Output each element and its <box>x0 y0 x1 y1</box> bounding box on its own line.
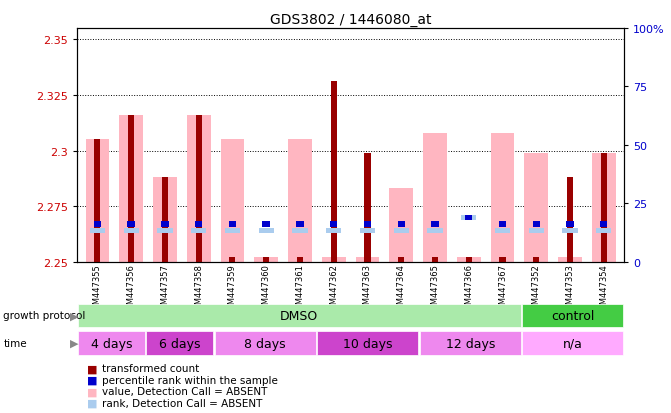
Bar <box>461 215 476 221</box>
Bar <box>330 222 338 227</box>
Text: n/a: n/a <box>563 337 582 350</box>
Bar <box>90 228 105 234</box>
Text: transformed count: transformed count <box>102 363 199 373</box>
Text: 12 days: 12 days <box>446 337 495 350</box>
Bar <box>457 258 480 262</box>
Bar <box>195 222 203 227</box>
Text: ■: ■ <box>87 375 98 385</box>
Bar <box>533 258 539 262</box>
Bar <box>94 222 101 227</box>
Bar <box>567 178 573 262</box>
Bar <box>229 222 236 227</box>
Bar <box>297 258 303 262</box>
Bar <box>317 332 418 355</box>
Bar <box>592 153 615 262</box>
Text: control: control <box>551 309 595 322</box>
Text: time: time <box>3 338 27 348</box>
Bar <box>427 228 443 234</box>
Bar <box>119 116 143 262</box>
Bar <box>331 82 337 262</box>
Bar <box>153 178 176 262</box>
Title: GDS3802 / 1446080_at: GDS3802 / 1446080_at <box>270 12 431 26</box>
Bar <box>288 140 312 262</box>
Bar <box>187 116 211 262</box>
Bar <box>600 222 607 227</box>
Bar <box>533 222 540 227</box>
Bar <box>499 222 506 227</box>
Bar <box>157 228 172 234</box>
Bar <box>196 116 202 262</box>
Bar <box>78 304 521 327</box>
Text: ▶: ▶ <box>70 311 79 320</box>
Bar <box>322 258 346 262</box>
Text: 4 days: 4 days <box>91 337 132 350</box>
Bar <box>397 222 405 227</box>
Bar <box>326 228 342 234</box>
Bar <box>221 140 244 262</box>
Bar <box>360 228 375 234</box>
Bar <box>162 178 168 262</box>
Text: ■: ■ <box>87 387 98 396</box>
Bar <box>123 228 139 234</box>
Bar <box>558 258 582 262</box>
Bar <box>491 133 514 262</box>
Bar <box>161 222 168 227</box>
Bar <box>394 228 409 234</box>
Bar <box>522 332 623 355</box>
Bar <box>364 222 371 227</box>
Bar <box>398 258 404 262</box>
Bar <box>258 228 274 234</box>
Text: growth protocol: growth protocol <box>3 311 86 320</box>
Bar <box>191 228 206 234</box>
Bar <box>522 304 623 327</box>
Bar <box>225 228 240 234</box>
Bar <box>128 116 134 262</box>
Text: 6 days: 6 days <box>159 337 201 350</box>
Bar <box>529 228 544 234</box>
Bar <box>146 332 213 355</box>
Text: 8 days: 8 days <box>244 337 286 350</box>
Bar <box>229 258 236 262</box>
Bar <box>525 153 548 262</box>
Bar <box>78 332 145 355</box>
Bar <box>127 222 135 227</box>
Bar <box>596 228 611 234</box>
Bar <box>389 189 413 262</box>
Text: ■: ■ <box>87 398 98 408</box>
Text: ▶: ▶ <box>70 338 79 348</box>
Text: rank, Detection Call = ABSENT: rank, Detection Call = ABSENT <box>102 398 262 408</box>
Bar <box>566 222 574 227</box>
Text: 10 days: 10 days <box>343 337 393 350</box>
Bar <box>293 228 307 234</box>
Bar <box>423 133 447 262</box>
Bar <box>431 222 439 227</box>
Bar <box>356 258 379 262</box>
Bar <box>562 228 578 234</box>
Bar <box>86 140 109 262</box>
Bar <box>499 258 505 262</box>
Bar <box>297 222 304 227</box>
Bar <box>263 258 269 262</box>
Bar <box>601 153 607 262</box>
Bar <box>495 228 510 234</box>
Bar <box>419 332 521 355</box>
Bar <box>466 258 472 262</box>
Bar <box>95 140 101 262</box>
Bar <box>432 258 438 262</box>
Text: value, Detection Call = ABSENT: value, Detection Call = ABSENT <box>102 387 267 396</box>
Bar <box>262 222 270 227</box>
Bar <box>215 332 316 355</box>
Text: percentile rank within the sample: percentile rank within the sample <box>102 375 278 385</box>
Bar <box>465 215 472 221</box>
Text: DMSO: DMSO <box>280 309 319 322</box>
Text: ■: ■ <box>87 363 98 373</box>
Bar <box>364 153 370 262</box>
Bar <box>254 258 278 262</box>
